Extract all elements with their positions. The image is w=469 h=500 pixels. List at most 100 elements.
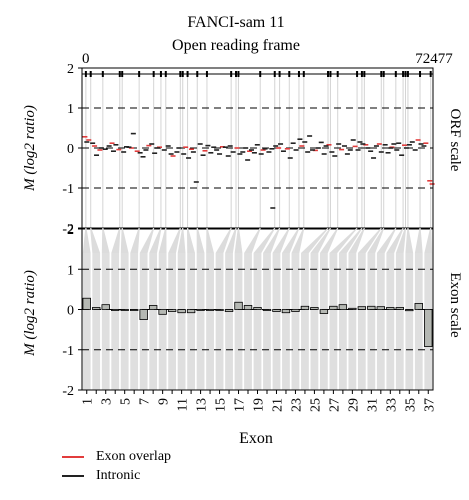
- exon-column-background: [206, 253, 214, 390]
- orf-scale-panel: -2 -1 0 1 2: [62, 62, 435, 237]
- orf-y-tick-label: -2: [62, 222, 74, 237]
- exon-x-tick-label: 9: [157, 398, 172, 405]
- legend-label-intronic: Intronic: [96, 468, 141, 483]
- legend-item-exon-overlap: Exon overlap: [62, 449, 171, 465]
- gene-track-exon-mark: [419, 71, 422, 77]
- gene-track-exon-mark: [273, 71, 276, 77]
- exon-y-tick-label: -2: [62, 384, 74, 399]
- orf-scale-label: ORF scale: [447, 109, 463, 172]
- exon-column-background: [405, 253, 414, 390]
- exon-column-background: [386, 253, 395, 390]
- gene-track-exon-mark: [84, 71, 87, 77]
- exon-bar: [291, 309, 300, 312]
- exon-x-tick-label: 1: [81, 398, 96, 405]
- exon-connector: [272, 228, 290, 253]
- gene-track-exon-mark: [138, 71, 141, 77]
- orf-y-tick-label: -1: [62, 182, 74, 197]
- gene-track-exon-mark: [121, 71, 124, 77]
- exon-x-tick-label: 25: [308, 398, 323, 412]
- exon-connector: [130, 228, 140, 253]
- exon-bar: [234, 301, 243, 310]
- exon-connector: [90, 228, 101, 253]
- exon-column-background: [272, 253, 281, 390]
- exon-y-tick-label: 2: [67, 223, 74, 238]
- exon-bar: [424, 309, 433, 347]
- exon-column-background: [282, 253, 290, 390]
- gene-track-exon-mark: [360, 71, 363, 77]
- exon-column-background: [225, 253, 233, 390]
- exon-column-background: [291, 253, 300, 390]
- exon-bar: [281, 309, 291, 314]
- exon-connector: [338, 228, 363, 253]
- gene-track-exon-mark: [259, 71, 262, 77]
- exon-bar: [167, 309, 177, 312]
- bottom-y-axis-label: M (log2 ratio): [22, 270, 38, 357]
- exon-x-tick-label: 31: [365, 398, 380, 412]
- exon-connector: [282, 228, 300, 253]
- exon-connector: [348, 228, 365, 253]
- gene-track-exon-mark: [327, 71, 330, 77]
- exon-connector: [414, 228, 423, 253]
- orf-end-label: 72477: [415, 51, 453, 67]
- gene-track-exon-mark: [380, 71, 383, 77]
- gene-track-exon-mark: [179, 71, 182, 77]
- legend-item-intronic: Intronic: [62, 468, 140, 484]
- exon-x-tick-label: 11: [176, 398, 191, 411]
- exon-x-tick-label: 27: [327, 398, 342, 412]
- exon-column-background: [82, 253, 91, 390]
- exon-connector: [291, 228, 305, 253]
- exon-column-background: [357, 253, 366, 390]
- exon-x-tick-label: 13: [195, 398, 210, 412]
- exon-connector: [405, 228, 414, 253]
- exon-column-background: [130, 253, 139, 390]
- exon-bar: [82, 297, 91, 310]
- gene-track-exon-mark: [235, 71, 238, 77]
- top-y-axis-label: M (log2 ratio): [22, 105, 38, 192]
- exon-connector: [120, 228, 129, 253]
- gene-track-exon-mark: [118, 71, 121, 77]
- exon-bar: [357, 306, 367, 310]
- exon-connector: [376, 228, 397, 253]
- exon-bar: [120, 309, 129, 311]
- exon-connector: [395, 228, 407, 253]
- exon-bar: [186, 309, 196, 314]
- gene-track-exon-mark: [297, 71, 300, 77]
- exon-bar: [310, 307, 319, 310]
- exon-x-tick-label: 33: [384, 398, 399, 412]
- exon-x-tick-label: 15: [214, 398, 229, 412]
- exon-column-background: [310, 253, 319, 390]
- exon-connector: [310, 228, 332, 253]
- gene-track-exon-mark: [402, 71, 405, 77]
- exon-column-background: [263, 253, 271, 390]
- orf-y-tick-label: 1: [67, 102, 74, 117]
- exon-x-tick-label: 21: [270, 398, 285, 412]
- gene-track-exon-mark: [336, 71, 339, 77]
- exon-connector: [149, 228, 162, 253]
- exon-connector: [186, 228, 195, 253]
- exon-connector: [329, 228, 358, 253]
- gene-track-exon-mark: [196, 71, 199, 77]
- exon-connector: [424, 228, 433, 253]
- exon-connector: [168, 228, 181, 253]
- exon-bar: [111, 309, 120, 311]
- exon-column-background: [395, 253, 404, 390]
- exon-connector: [177, 228, 186, 253]
- exon-connector: [367, 228, 385, 253]
- exon-x-tick-label: 5: [119, 398, 134, 405]
- exon-connector: [301, 228, 329, 253]
- exon-column-background: [320, 253, 328, 390]
- x-axis-label: Exon: [239, 430, 273, 447]
- gene-track-exon-mark: [404, 71, 407, 77]
- exon-y-tick-label: 1: [67, 263, 74, 278]
- exon-bar: [395, 307, 404, 310]
- exon-column-background: [376, 253, 385, 390]
- exon-column-background: [158, 253, 167, 390]
- exon-bar: [205, 309, 215, 311]
- exon-connector: [111, 228, 121, 253]
- exon-connector: [225, 228, 237, 253]
- exon-column-background: [348, 253, 357, 390]
- gene-track-exon-mark: [356, 71, 359, 77]
- exon-column-background: [92, 253, 101, 390]
- exon-connector: [196, 228, 205, 253]
